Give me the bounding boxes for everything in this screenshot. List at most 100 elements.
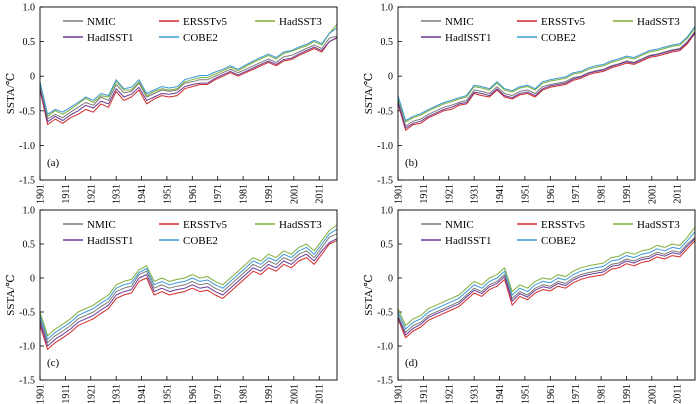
x-tick-label: 1951 — [520, 384, 531, 404]
y-tick-label: -1.5 — [19, 176, 35, 187]
x-tick-label: 1911 — [61, 184, 72, 204]
y-tick-label: -1.0 — [19, 141, 35, 152]
x-tick-label: 2001 — [289, 184, 300, 204]
series-line-hadsst3 — [39, 23, 338, 117]
x-tick-label: 1981 — [239, 184, 250, 204]
x-tick-label: 2001 — [289, 384, 300, 404]
x-tick-label: 1991 — [622, 384, 633, 404]
x-tick-label: 1961 — [546, 184, 557, 204]
x-tick-label: 1981 — [597, 384, 608, 404]
x-tick-label: 1901 — [36, 184, 47, 204]
legend-label-nmic: NMIC — [87, 16, 116, 28]
x-tick-label: 1901 — [394, 384, 405, 404]
legend-label-hadisst1: HadISST1 — [445, 235, 491, 247]
x-tick-label: 2011 — [315, 184, 326, 204]
x-tick-label: 2001 — [647, 184, 658, 204]
legend-label-hadsst3: HadSST3 — [637, 219, 680, 231]
x-tick-label: 1931 — [112, 384, 123, 404]
x-tick-label: 2001 — [647, 384, 658, 404]
x-tick-label: 1901 — [394, 184, 405, 204]
series-line-cobe2 — [397, 26, 696, 121]
legend: NMIC ERSSTv5 HadSST3 HadISST1 COBE2 — [63, 16, 322, 44]
y-axis-label: SSTA/℃ — [363, 274, 375, 315]
x-tick-label: 1951 — [520, 184, 531, 204]
y-tick-label: -1.0 — [377, 141, 393, 152]
x-tick-label: 1981 — [239, 384, 250, 404]
series-line-cobe2 — [39, 228, 338, 340]
series-line-nmic — [397, 30, 696, 127]
x-tick-label: 1931 — [470, 384, 481, 404]
series-line-hadsst3 — [397, 226, 696, 327]
legend-label-hadsst3: HadSST3 — [637, 16, 680, 28]
x-tick-label: 1921 — [444, 384, 455, 404]
legend-label-nmic: NMIC — [445, 16, 474, 28]
legend-label-ersstv5: ERSSTv5 — [183, 16, 228, 28]
legend-label-cobe2: COBE2 — [183, 32, 218, 44]
legend-label-cobe2: COBE2 — [183, 235, 218, 247]
x-tick-label: 1911 — [419, 184, 430, 204]
y-tick-label: 0 — [388, 274, 393, 285]
y-tick-label: -1.5 — [377, 176, 393, 187]
legend-label-cobe2: COBE2 — [541, 235, 576, 247]
series-line-hadisst1 — [39, 36, 338, 123]
legend-label-hadisst1: HadISST1 — [87, 235, 133, 247]
x-tick-label: 1951 — [162, 184, 173, 204]
x-tick-label: 1911 — [419, 384, 430, 404]
x-tick-label: 2011 — [673, 384, 684, 404]
series-line-ersstv5 — [397, 240, 696, 339]
y-tick-label: -0.5 — [377, 308, 393, 319]
x-tick-label: 1921 — [86, 384, 97, 404]
x-tick-label: 1921 — [86, 184, 97, 204]
x-tick-label: 1931 — [112, 184, 123, 204]
legend-label-ersstv5: ERSSTv5 — [541, 219, 586, 231]
series-line-hadisst1 — [397, 32, 696, 129]
y-tick-label: 0 — [30, 72, 35, 83]
series-line-ersstv5 — [39, 37, 338, 126]
y-tick-label: -1.0 — [19, 342, 35, 353]
legend-label-hadsst3: HadSST3 — [279, 219, 322, 231]
legend: NMIC ERSSTv5 HadSST3 HadISST1 COBE2 — [421, 16, 680, 44]
y-axis-label: SSTA/℃ — [5, 73, 17, 114]
panel-label: (d) — [405, 357, 418, 369]
y-tick-label: -0.5 — [19, 308, 35, 319]
series-line-cobe2 — [39, 27, 338, 115]
x-tick-label: 1971 — [571, 184, 582, 204]
series-line-hadsst3 — [39, 224, 338, 337]
y-tick-label: 0.5 — [23, 240, 36, 251]
y-tick-label: 0.5 — [381, 37, 394, 48]
x-tick-label: 1911 — [61, 384, 72, 404]
series-line-cobe2 — [397, 231, 696, 330]
x-tick-label: 1951 — [162, 384, 173, 404]
y-tick-label: -1.5 — [19, 376, 35, 387]
x-tick-label: 1971 — [213, 184, 224, 204]
legend-label-nmic: NMIC — [445, 219, 474, 231]
x-tick-label: 1981 — [597, 184, 608, 204]
panel-label: (b) — [405, 157, 418, 169]
x-tick-label: 2011 — [315, 384, 326, 404]
x-tick-label: 1941 — [137, 384, 148, 404]
y-tick-label: -1.0 — [377, 342, 393, 353]
y-tick-label: 0.5 — [23, 37, 36, 48]
series-line-hadisst1 — [39, 238, 338, 347]
x-tick-label: 1971 — [571, 384, 582, 404]
x-tick-label: 1931 — [470, 184, 481, 204]
x-tick-label: 1941 — [137, 184, 148, 204]
x-tick-label: 1991 — [264, 384, 275, 404]
x-tick-label: 1971 — [213, 384, 224, 404]
x-tick-label: 1961 — [188, 184, 199, 204]
plot-frame — [397, 209, 696, 381]
y-tick-label: -0.5 — [19, 106, 35, 117]
y-tick-label: -0.5 — [377, 106, 393, 117]
x-tick-label: 1991 — [264, 184, 275, 204]
y-tick-label: 0 — [388, 72, 393, 83]
y-axis-label: SSTA/℃ — [5, 274, 17, 315]
series-line-ersstv5 — [39, 240, 338, 350]
legend-label-hadisst1: HadISST1 — [87, 32, 133, 44]
y-axis-label: SSTA/℃ — [363, 73, 375, 114]
panel-label: (a) — [47, 157, 60, 169]
legend: NMIC ERSSTv5 HadSST3 HadISST1 COBE2 — [421, 219, 680, 247]
series-line-nmic — [39, 35, 338, 120]
